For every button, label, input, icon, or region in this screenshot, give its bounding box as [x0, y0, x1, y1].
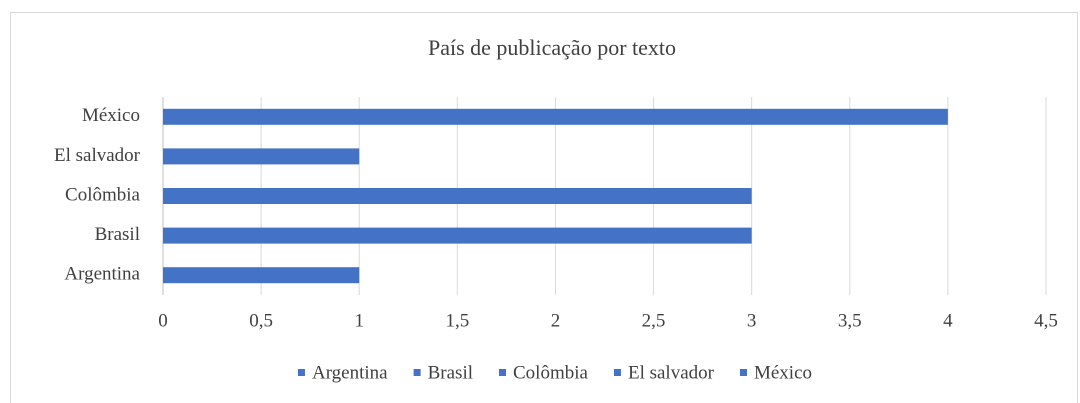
legend-marker — [739, 369, 747, 376]
bar — [163, 267, 360, 284]
x-tick-label: 2 — [551, 310, 561, 331]
legend: Argentina Brasil Colômbia El salvador México — [297, 362, 812, 383]
x-tick-label: 3,5 — [838, 310, 862, 331]
y-tick-label: México — [82, 105, 140, 126]
y-tick-label: Argentina — [64, 264, 140, 285]
x-tick-label: 1 — [354, 310, 364, 331]
legend-marker — [297, 369, 305, 376]
bar — [163, 188, 752, 204]
legend-label: Brasil — [428, 362, 473, 383]
x-tick-label: 1,5 — [445, 310, 469, 331]
y-tick-label: Colômbia — [65, 184, 141, 205]
x-tick-label: 3 — [747, 310, 757, 331]
legend-marker — [413, 369, 421, 376]
legend-label: Colômbia — [513, 362, 589, 383]
legend-label: Argentina — [312, 362, 388, 383]
x-tick-label: 2,5 — [642, 310, 666, 331]
legend-marker — [499, 369, 507, 376]
y-tick-label: Brasil — [95, 224, 140, 245]
chart-border — [10, 12, 1078, 403]
bar — [163, 227, 752, 244]
chart-title: País de publicação por texto — [428, 35, 676, 60]
bar — [163, 108, 948, 125]
x-tick-label: 0,5 — [249, 310, 273, 331]
x-tick-label: 4,5 — [1034, 310, 1058, 331]
x-tick-label: 4 — [943, 310, 953, 331]
legend-marker — [613, 369, 621, 376]
x-tick-label: 0 — [158, 310, 168, 331]
legend-label: México — [754, 362, 812, 383]
y-tick-label: El salvador — [54, 145, 141, 166]
legend-label: El salvador — [628, 362, 715, 383]
bar — [163, 148, 360, 165]
